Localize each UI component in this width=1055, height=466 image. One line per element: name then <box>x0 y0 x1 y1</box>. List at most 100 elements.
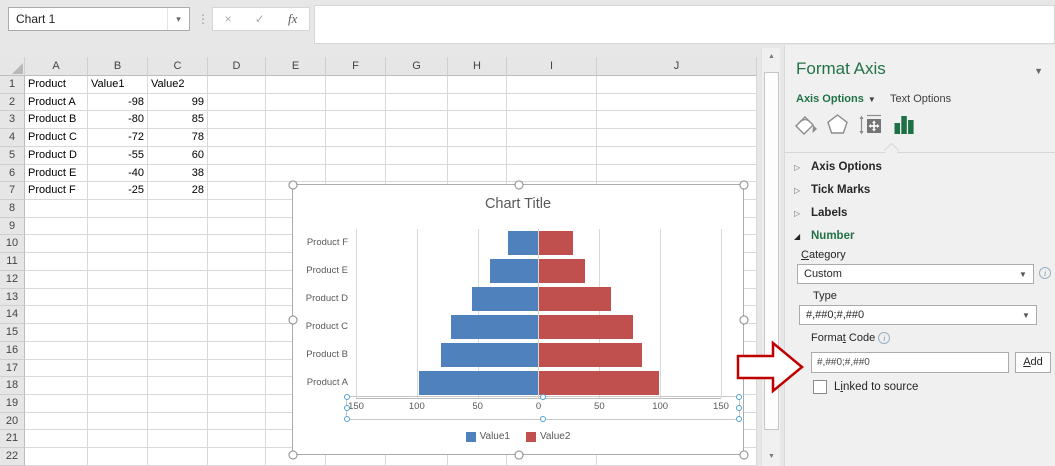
axis-options-chart-icon[interactable] <box>890 109 917 139</box>
section-axis-options[interactable]: ▷ Axis Options <box>785 156 1055 179</box>
column-header-B[interactable]: B <box>88 57 148 76</box>
cell-D18[interactable] <box>208 377 266 395</box>
legend-item[interactable]: Value2 <box>526 431 570 442</box>
cell-A7[interactable]: Product F <box>25 182 88 201</box>
legend-item[interactable]: Value1 <box>465 431 510 442</box>
row-header-14[interactable]: 14 <box>0 306 25 325</box>
section-number[interactable]: ◢ Number <box>785 225 1055 248</box>
cell-A17[interactable] <box>25 359 88 378</box>
cell-B3[interactable]: -80 <box>88 111 148 130</box>
chart-title[interactable]: Chart Title <box>484 196 552 212</box>
cell-A4[interactable]: Product C <box>25 129 88 147</box>
cell-B21[interactable] <box>88 430 148 449</box>
bar-value1[interactable] <box>450 315 539 339</box>
cell-E22[interactable] <box>266 448 326 466</box>
column-header-D[interactable]: D <box>208 57 266 76</box>
cell-D1[interactable] <box>208 76 266 94</box>
expand-icon[interactable]: ▷ <box>794 186 801 195</box>
cell-H6[interactable] <box>448 164 507 183</box>
column-header-A[interactable]: A <box>25 57 88 76</box>
cancel-icon[interactable]: × <box>224 12 232 26</box>
chart-resize-handle[interactable] <box>514 450 524 460</box>
collapse-icon[interactable]: ◢ <box>794 232 801 241</box>
cell-H1[interactable] <box>448 76 507 94</box>
cell-C19[interactable] <box>148 394 208 413</box>
cell-I22[interactable] <box>507 448 597 466</box>
cell-G6[interactable] <box>386 164 448 183</box>
cell-F4[interactable] <box>326 129 386 147</box>
cell-B4[interactable]: -72 <box>88 129 148 147</box>
cell-C17[interactable] <box>148 359 208 378</box>
cell-C21[interactable] <box>148 430 208 449</box>
cell-B10[interactable] <box>88 235 148 254</box>
pane-options-icon[interactable]: ▼ <box>1034 66 1043 76</box>
cell-I3[interactable] <box>507 111 597 130</box>
cell-E3[interactable] <box>266 111 326 130</box>
cell-G5[interactable] <box>386 146 448 165</box>
tab-text-options[interactable]: Text Options <box>890 93 952 105</box>
row-header-15[interactable]: 15 <box>0 324 25 342</box>
cell-D13[interactable] <box>208 288 266 307</box>
bar-value2[interactable] <box>538 231 573 255</box>
cell-F22[interactable] <box>326 448 386 466</box>
cell-C14[interactable] <box>148 306 208 325</box>
cell-B14[interactable] <box>88 306 148 325</box>
cell-I1[interactable] <box>507 76 597 94</box>
cell-B2[interactable]: -98 <box>88 93 148 112</box>
cell-D6[interactable] <box>208 164 266 183</box>
cell-A6[interactable]: Product E <box>25 164 88 183</box>
scroll-down-icon[interactable]: ▼ <box>763 448 780 466</box>
cell-C22[interactable] <box>148 448 208 466</box>
cell-E5[interactable] <box>266 146 326 165</box>
cell-A21[interactable] <box>25 430 88 449</box>
chart-resize-handle[interactable] <box>288 180 298 190</box>
cell-B18[interactable] <box>88 377 148 395</box>
cell-D22[interactable] <box>208 448 266 466</box>
cell-A20[interactable] <box>25 412 88 431</box>
scrollbar-thumb[interactable] <box>764 72 779 430</box>
cell-B7[interactable]: -25 <box>88 182 148 201</box>
bar-value2[interactable] <box>538 287 612 311</box>
row-header-1[interactable]: 1 <box>0 76 25 94</box>
cell-D2[interactable] <box>208 93 266 112</box>
cell-J4[interactable] <box>597 129 757 147</box>
row-header-6[interactable]: 6 <box>0 164 25 183</box>
cell-E4[interactable] <box>266 129 326 147</box>
type-dropdown[interactable]: #,##0;#,##0 ▼ <box>799 305 1037 325</box>
cell-G4[interactable] <box>386 129 448 147</box>
cell-B13[interactable] <box>88 288 148 307</box>
cell-D19[interactable] <box>208 394 266 413</box>
bar-value2[interactable] <box>538 259 585 283</box>
cell-F5[interactable] <box>326 146 386 165</box>
cell-I4[interactable] <box>507 129 597 147</box>
cell-C4[interactable]: 78 <box>148 129 208 147</box>
cell-D8[interactable] <box>208 200 266 218</box>
chart-object[interactable]: Chart Title 150 100 50 0 50 100 150 Product F Pr… <box>288 180 749 460</box>
cell-G1[interactable] <box>386 76 448 94</box>
cell-B11[interactable] <box>88 253 148 271</box>
cell-A1[interactable]: Product <box>25 76 88 94</box>
cell-D16[interactable] <box>208 341 266 360</box>
cell-B19[interactable] <box>88 394 148 413</box>
column-header-J[interactable]: J <box>597 57 757 76</box>
cell-A15[interactable] <box>25 324 88 342</box>
row-header-7[interactable]: 7 <box>0 182 25 201</box>
cell-J1[interactable] <box>597 76 757 94</box>
expand-icon[interactable]: ▷ <box>794 163 801 172</box>
effects-icon[interactable] <box>824 109 851 139</box>
formula-bar-input[interactable] <box>314 5 1055 44</box>
cell-J22[interactable] <box>597 448 757 466</box>
cell-C1[interactable]: Value2 <box>148 76 208 94</box>
cell-D4[interactable] <box>208 129 266 147</box>
category-info-icon[interactable]: i <box>1039 267 1051 279</box>
cell-I5[interactable] <box>507 146 597 165</box>
cell-D14[interactable] <box>208 306 266 325</box>
cell-B20[interactable] <box>88 412 148 431</box>
select-all-corner[interactable] <box>0 57 25 76</box>
cell-E6[interactable] <box>266 164 326 183</box>
cell-J3[interactable] <box>597 111 757 130</box>
cell-I2[interactable] <box>507 93 597 112</box>
cell-C10[interactable] <box>148 235 208 254</box>
cell-D17[interactable] <box>208 359 266 378</box>
cell-B8[interactable] <box>88 200 148 218</box>
